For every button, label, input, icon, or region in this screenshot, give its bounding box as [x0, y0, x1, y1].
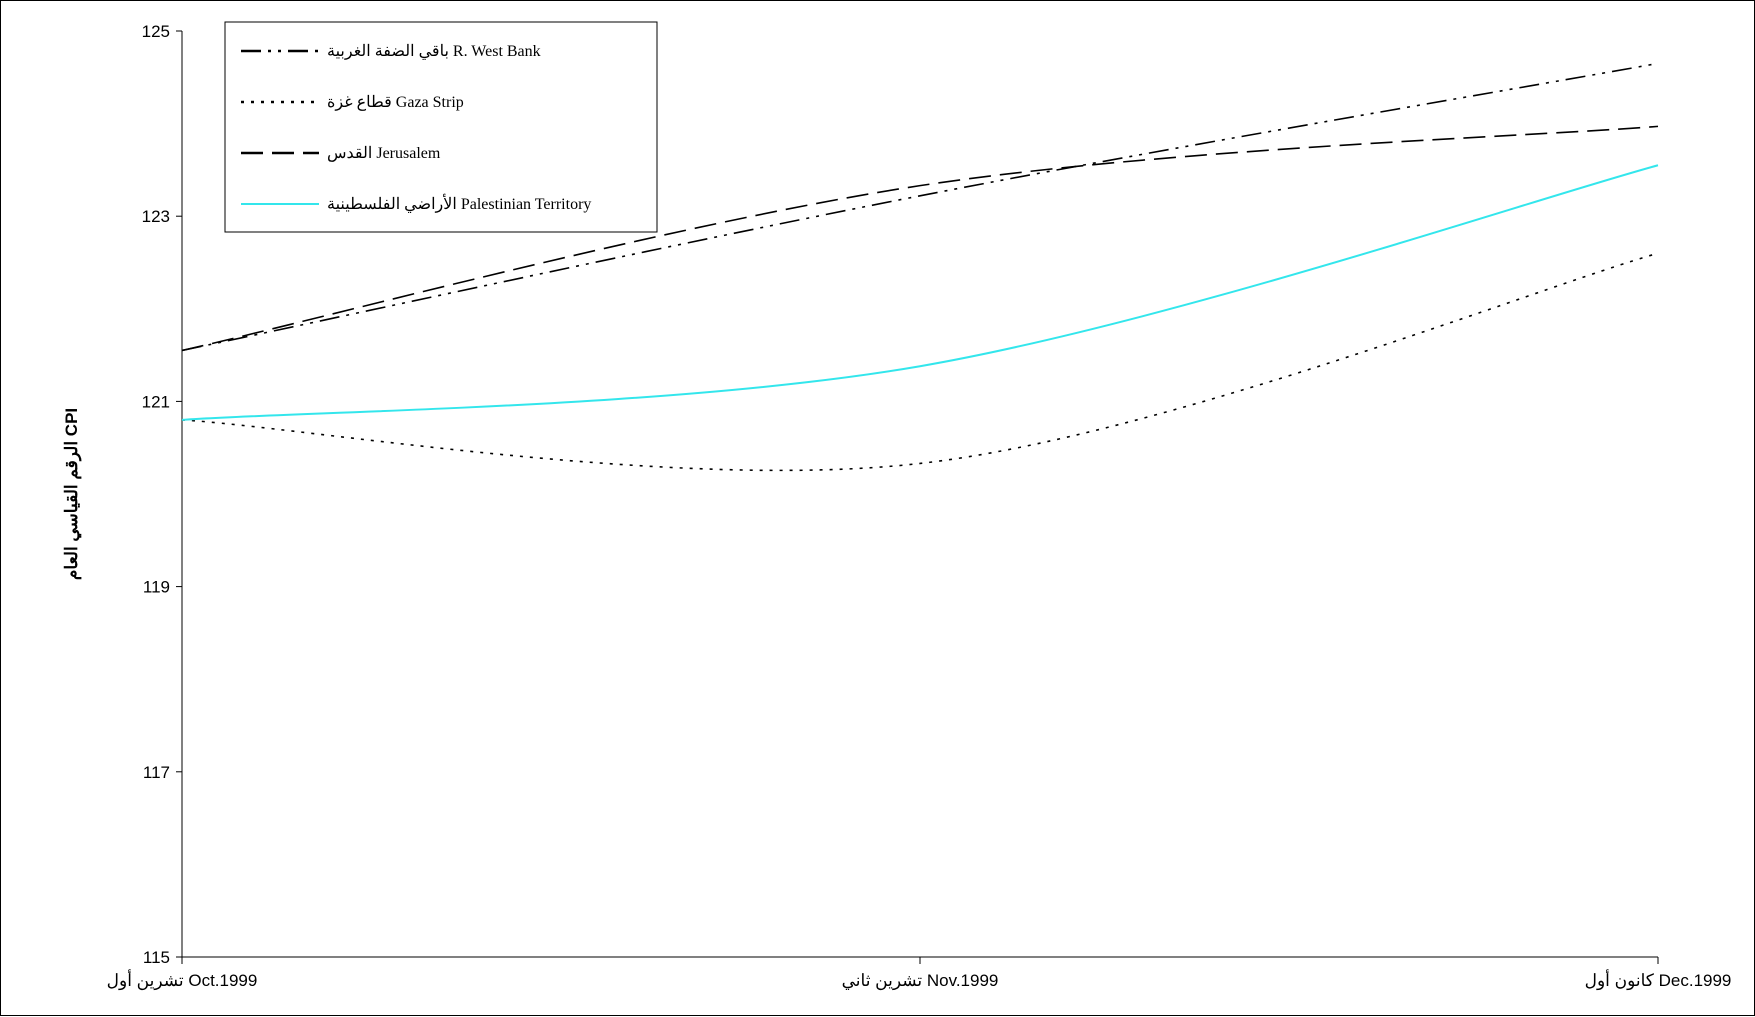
y-tick-label: 115	[143, 948, 170, 967]
y-tick-label: 117	[143, 763, 170, 782]
legend-label: باقي الضفة الغربية R. West Bank	[327, 43, 541, 60]
y-axis-title: الرقم القياسي العام CPI	[62, 408, 82, 580]
series-line-0	[181, 62, 1659, 352]
y-tick-label: 121	[142, 392, 170, 411]
legend: باقي الضفة الغربية R. West Bank قطاع غزة …	[224, 21, 658, 233]
x-tick-label: كانون أول Dec.1999	[1585, 969, 1732, 991]
legend-label: القدس Jerusalem	[327, 145, 441, 162]
series-line-3	[181, 164, 1659, 421]
y-tick-label: 125	[142, 22, 170, 41]
series-line-2	[181, 125, 1659, 352]
legend-label: الأراضي الفلسطينية Palestinian Territory	[327, 194, 591, 213]
x-tick-label: تشرين ثاني Nov.1999	[842, 971, 999, 991]
x-tick-label: تشرين أول Oct.1999	[107, 969, 258, 991]
axes: 115 117 119 121 123 125 تشرين أول Oct.1999 تشري…	[62, 22, 1731, 991]
legend-box	[224, 21, 658, 233]
y-tick-label: 123	[142, 207, 170, 226]
y-tick-label: 119	[143, 578, 170, 597]
legend-label: قطاع غزة Gaza Strip	[327, 94, 464, 111]
series-line-1	[181, 252, 1659, 472]
series-lines	[181, 62, 1659, 472]
